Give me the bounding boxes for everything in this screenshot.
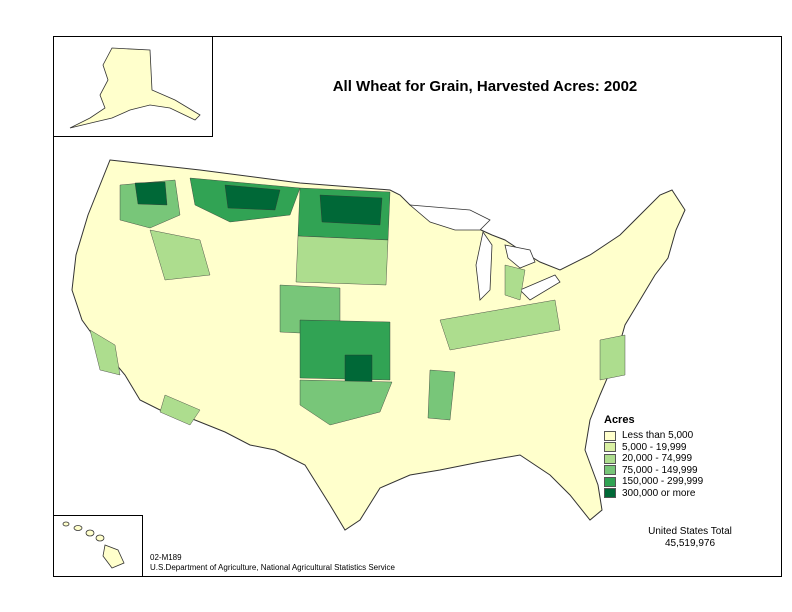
legend-label: 5,000 - 19,999 (622, 441, 687, 453)
great-lakes (408, 204, 561, 301)
legend-label: 150,000 - 299,999 (622, 476, 704, 488)
legend-label: 300,000 or more (622, 487, 696, 499)
source-credit: U.S.Department of Agriculture, National … (150, 563, 395, 572)
region-palouse (134, 181, 168, 206)
legend-item: 300,000 or more (604, 488, 734, 500)
region-idaho (149, 229, 211, 281)
legend-item: 150,000 - 299,999 (604, 476, 734, 488)
legend-swatch (604, 430, 616, 441)
region-north-dakota-core (319, 194, 383, 226)
legend-item: 75,000 - 149,999 (604, 465, 734, 477)
legend-swatch (604, 442, 616, 453)
region-michigan (504, 264, 526, 301)
legend-swatch (604, 453, 616, 464)
total-value: 45,519,976 (664, 538, 716, 549)
total-label: United States Total (648, 526, 732, 537)
region-oklahoma-texas (299, 379, 393, 426)
legend-label: Less than 5,000 (622, 430, 694, 442)
alaska-shape (69, 47, 201, 129)
hawaii-shape (62, 521, 125, 569)
legend-item: 20,000 - 74,999 (604, 453, 734, 465)
hawaii-inset (53, 515, 143, 577)
region-east-coast (599, 334, 626, 381)
region-california (89, 329, 121, 376)
legend-title: Acres (604, 414, 635, 426)
region-arizona (159, 394, 201, 426)
credits: 02-M189 U.S.Department of Agriculture, N… (150, 553, 395, 573)
legend-swatch (604, 476, 616, 487)
region-illinois-ohio (439, 299, 561, 351)
legend-label: 75,000 - 149,999 (622, 464, 698, 476)
region-south-dakota (295, 235, 389, 286)
region-kansas-core (344, 354, 373, 386)
legend-item: Less than 5,000 (604, 430, 734, 442)
legend-item: 5,000 - 19,999 (604, 442, 734, 454)
legend: Acres Less than 5,000 5,000 - 19,999 20,… (604, 414, 734, 499)
wheat-regions (89, 177, 626, 426)
legend-swatch (604, 465, 616, 476)
map-title: All Wheat for Grain, Harvested Acres: 20… (332, 78, 638, 95)
region-montana-core (224, 184, 281, 211)
legend-swatch (604, 488, 616, 499)
us-total: United States Total 45,519,976 (620, 526, 760, 550)
region-mississippi-delta (427, 369, 456, 421)
alaska-inset (53, 36, 213, 137)
map-id: 02-M189 (150, 553, 182, 562)
legend-label: 20,000 - 74,999 (622, 453, 693, 465)
